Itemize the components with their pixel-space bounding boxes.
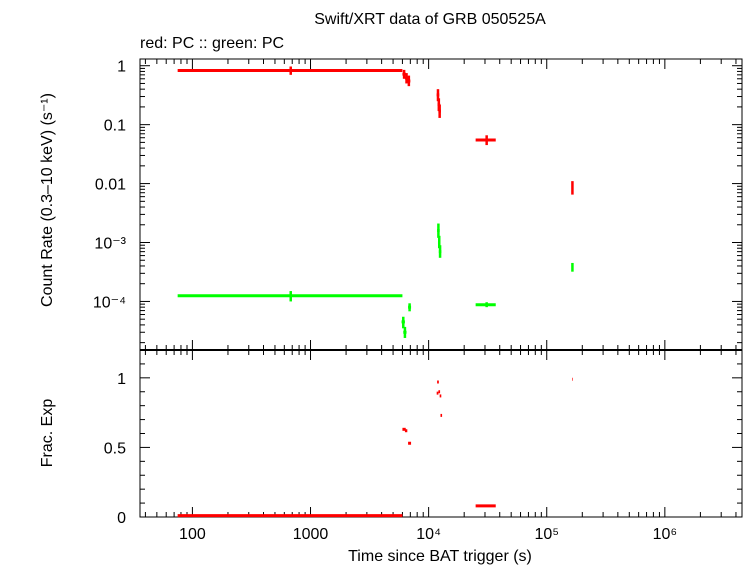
count-rate-panel: 1 0.1 0.01 10⁻³ 10⁻⁴: [93, 58, 743, 351]
count-rate-green-point: [403, 326, 407, 338]
y-tick-label: 1: [117, 371, 126, 388]
count-rate-red-point: [475, 135, 496, 146]
count-rate-green-point: [401, 316, 405, 329]
count-rate-red-point: [402, 69, 406, 79]
y-tick-label: 1: [117, 59, 126, 76]
count-rate-green-point: [408, 303, 412, 312]
count-rate-green-point: [177, 291, 403, 302]
y-tick-label: 0: [117, 510, 126, 527]
count-rate-plot-frame: [139, 58, 743, 351]
x-tick-label: 10⁵: [535, 526, 559, 543]
y-tick-label: 0.5: [104, 440, 126, 457]
fractional-exposure-panel: 100 1000 10⁴ 10⁵ 10⁶ 0 0.5 1: [104, 349, 743, 543]
y-tick-label: 10⁻³: [94, 236, 126, 253]
count-rate-green-point: [437, 223, 440, 238]
count-rate-green-point: [475, 302, 496, 308]
chart-title: Swift/XRT data of GRB 050525A: [314, 11, 546, 28]
count-rate-red-point: [571, 181, 574, 195]
count-rate-green-point: [571, 262, 574, 272]
y-tick-label: 0.1: [104, 118, 126, 135]
chart-subtitle: red: PC :: green: PC: [140, 35, 284, 52]
y-tick-label: 10⁻⁴: [93, 294, 126, 311]
x-tick-label: 1000: [293, 526, 329, 543]
count-rate-red-point: [438, 104, 441, 118]
time-axis-label: Time since BAT trigger (s): [348, 548, 532, 565]
y-tick-label: 0.01: [95, 177, 126, 194]
count-rate-axis-label: Count Rate (0.3–10 keV) (s⁻¹): [39, 93, 56, 307]
fractional-exposure-axis-label: Frac. Exp: [39, 399, 56, 468]
x-tick-label: 10⁶: [653, 526, 677, 543]
count-rate-red-point: [407, 75, 411, 87]
count-rate-green-point: [438, 245, 442, 258]
x-tick-label: 100: [179, 526, 206, 543]
count-rate-red-point: [177, 66, 403, 75]
count-rate-red-point: [404, 73, 409, 84]
frac-exp-plot-frame: [139, 349, 743, 518]
x-tick-label: 10⁴: [416, 526, 441, 543]
